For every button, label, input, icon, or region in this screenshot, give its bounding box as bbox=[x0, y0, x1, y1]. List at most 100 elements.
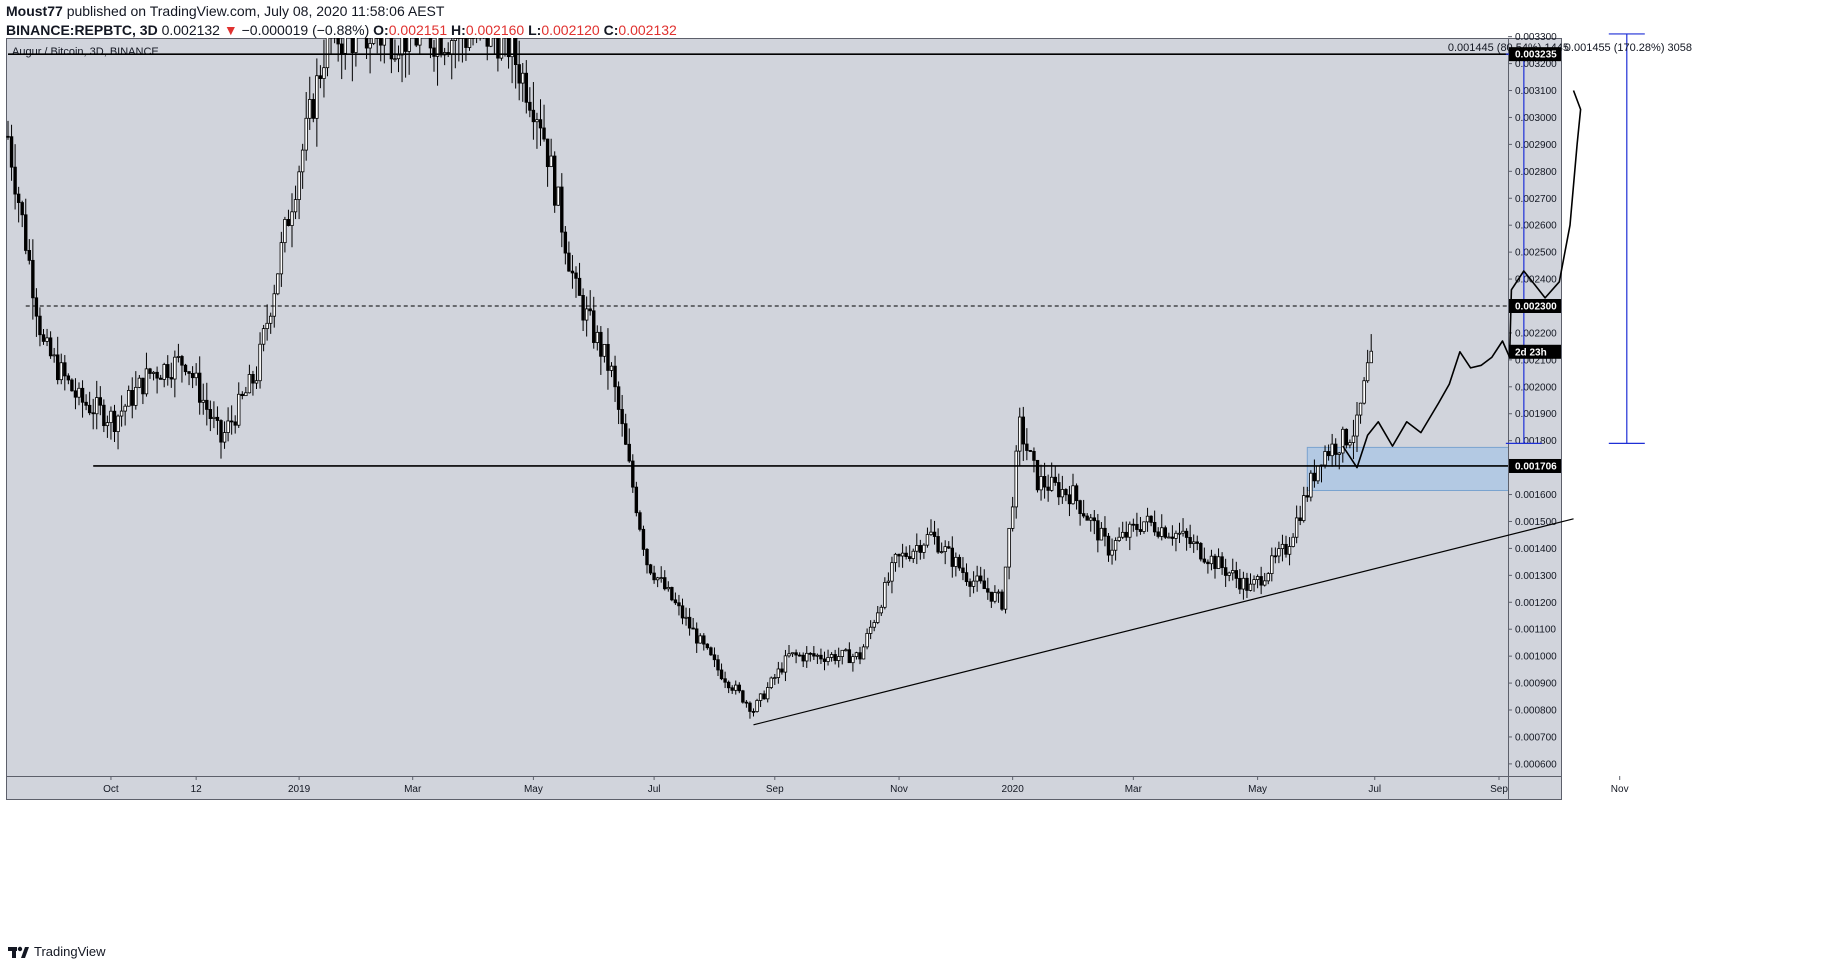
candle bbox=[1216, 548, 1221, 569]
chart-title: Augur / Bitcoin, 3D, BINANCE bbox=[12, 46, 159, 58]
candle bbox=[1110, 538, 1114, 565]
candle-body bbox=[709, 647, 713, 656]
candle-body bbox=[954, 556, 958, 567]
candle bbox=[190, 366, 195, 389]
time-tick-label: May bbox=[524, 784, 543, 795]
candle-body bbox=[1067, 494, 1072, 505]
open-value: 0.002151 bbox=[388, 22, 448, 38]
candle-body bbox=[616, 386, 621, 410]
candle bbox=[59, 353, 63, 385]
candle bbox=[975, 565, 979, 592]
candle-body bbox=[311, 99, 315, 119]
candle bbox=[134, 371, 138, 410]
candle bbox=[222, 421, 227, 449]
candle-body bbox=[741, 690, 745, 703]
candle bbox=[766, 682, 770, 703]
candle bbox=[24, 198, 28, 255]
candle-body bbox=[964, 572, 969, 583]
candle-body bbox=[63, 362, 67, 377]
candle bbox=[1309, 470, 1313, 502]
candle-body bbox=[506, 38, 511, 58]
last-price: 0.002132 bbox=[161, 22, 220, 38]
ascending-trendline bbox=[753, 518, 1574, 726]
candle-body bbox=[627, 443, 631, 462]
candle bbox=[496, 38, 500, 72]
candle-body bbox=[641, 528, 646, 550]
candle-body bbox=[947, 546, 951, 549]
candle bbox=[1326, 444, 1331, 461]
candle-body bbox=[1128, 523, 1132, 538]
candle bbox=[1355, 402, 1359, 453]
candle-body bbox=[1252, 579, 1256, 585]
candle bbox=[439, 38, 443, 58]
candle-body bbox=[197, 372, 202, 403]
candle-body bbox=[272, 293, 276, 317]
candle-body bbox=[1142, 521, 1146, 532]
candle bbox=[1053, 465, 1057, 486]
candle-body bbox=[403, 38, 408, 52]
candle bbox=[166, 355, 170, 386]
candle bbox=[422, 0, 425, 35]
candle bbox=[904, 546, 908, 560]
candle bbox=[1206, 559, 1210, 574]
candle-body bbox=[162, 364, 166, 380]
candle-body bbox=[925, 534, 930, 546]
candle bbox=[1312, 459, 1317, 488]
candle bbox=[989, 591, 994, 608]
candle-body bbox=[460, 38, 465, 39]
candle-body bbox=[567, 252, 571, 272]
candle-body bbox=[1025, 443, 1029, 451]
candle bbox=[979, 566, 983, 584]
candle bbox=[504, 38, 506, 57]
candle-body bbox=[584, 308, 589, 321]
candle bbox=[1103, 516, 1107, 547]
candle bbox=[943, 540, 947, 565]
candle bbox=[382, 38, 386, 64]
candle-body bbox=[1277, 548, 1281, 557]
tradingview-logo[interactable]: TradingView bbox=[8, 944, 106, 959]
candle-body bbox=[826, 657, 830, 662]
candle-body bbox=[400, 38, 404, 56]
candle bbox=[91, 398, 95, 430]
candle-body bbox=[922, 544, 926, 553]
candle bbox=[105, 415, 110, 438]
candle-body bbox=[936, 536, 940, 553]
time-tick-label: Jul bbox=[648, 784, 661, 795]
candle bbox=[237, 382, 241, 429]
candle-body bbox=[222, 432, 227, 443]
candle bbox=[634, 481, 639, 517]
candle bbox=[1241, 571, 1246, 600]
candle-body bbox=[531, 109, 536, 123]
candle-body bbox=[1362, 380, 1366, 404]
candle-body bbox=[971, 580, 976, 587]
candle bbox=[471, 38, 475, 46]
candle-body bbox=[780, 668, 784, 673]
candle bbox=[844, 648, 848, 652]
candle bbox=[322, 39, 326, 98]
candle bbox=[233, 415, 237, 434]
candle-body bbox=[655, 577, 660, 581]
candle bbox=[483, 38, 485, 39]
candle bbox=[247, 364, 252, 394]
candle bbox=[229, 405, 234, 435]
candle-body bbox=[322, 67, 326, 79]
candle bbox=[254, 366, 259, 389]
candle-body bbox=[261, 328, 266, 345]
candle bbox=[719, 663, 724, 681]
candle bbox=[428, 38, 433, 59]
candle bbox=[655, 576, 660, 588]
author-name[interactable]: Moust77 bbox=[6, 3, 63, 19]
candle-body bbox=[151, 371, 156, 374]
candle-body bbox=[109, 410, 113, 424]
candle bbox=[63, 355, 67, 391]
candle-body bbox=[652, 572, 656, 581]
candle bbox=[1025, 428, 1029, 461]
candle bbox=[176, 343, 181, 363]
candle bbox=[362, 9, 365, 29]
candle-body bbox=[631, 460, 635, 488]
candle-body bbox=[1177, 532, 1182, 535]
candle-body bbox=[1181, 530, 1185, 534]
candle-body bbox=[251, 374, 255, 384]
candle-body bbox=[219, 420, 223, 443]
